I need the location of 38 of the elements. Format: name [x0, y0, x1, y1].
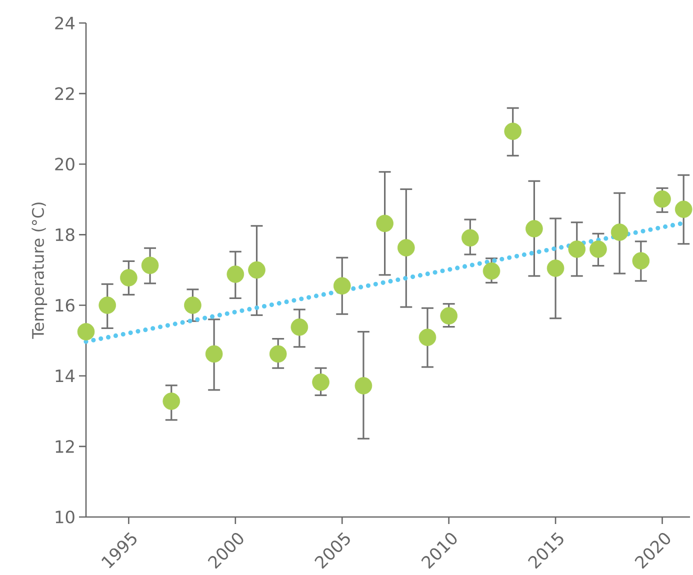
point: [248, 262, 266, 279]
point: [674, 200, 692, 218]
point: [226, 266, 244, 284]
point: [269, 345, 287, 363]
point: [98, 296, 116, 314]
point: [376, 214, 394, 232]
y-axis-title: Temperature (°C): [32, 202, 48, 340]
point: [354, 377, 372, 395]
point: [526, 220, 543, 238]
point: [568, 240, 586, 258]
point: [504, 122, 522, 140]
point: [590, 240, 607, 258]
point: [312, 374, 330, 392]
point: [632, 252, 650, 270]
point: [184, 296, 202, 314]
y-tick-label: 24: [55, 16, 75, 30]
y-tick-label: 20: [55, 158, 74, 171]
point: [654, 190, 671, 208]
point: [610, 224, 628, 242]
point: [120, 269, 138, 287]
point: [205, 345, 223, 363]
point: [397, 239, 415, 257]
point: [141, 256, 159, 274]
y-tick-label: 12: [56, 440, 74, 453]
point: [440, 307, 458, 325]
point: [462, 229, 479, 247]
y-tick-label: 22: [55, 87, 74, 100]
y-tick-label: 18: [56, 228, 74, 242]
point: [77, 323, 95, 341]
point: [162, 392, 180, 410]
y-tick-label: 14: [56, 370, 75, 382]
point: [418, 328, 436, 346]
y-tick-label: 10: [56, 510, 74, 524]
y-tick-label: 16: [56, 299, 74, 312]
point: [290, 318, 308, 336]
point: [333, 277, 351, 295]
point: [482, 262, 500, 280]
point: [546, 260, 564, 278]
